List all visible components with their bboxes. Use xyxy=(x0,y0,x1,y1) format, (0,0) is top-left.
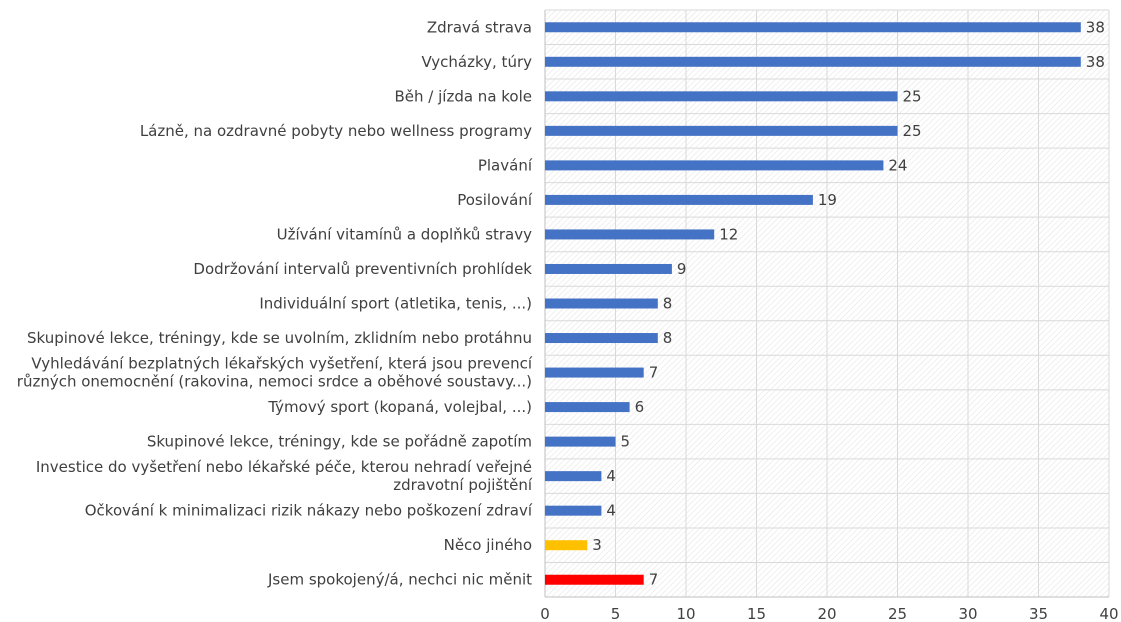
x-tick-label: 25 xyxy=(888,605,907,622)
category-label: Zdravá strava xyxy=(427,18,532,36)
bar xyxy=(545,402,630,413)
x-tick-label: 0 xyxy=(540,605,550,622)
bar xyxy=(545,298,658,309)
x-tick-label: 5 xyxy=(611,605,621,622)
data-label: 4 xyxy=(606,467,616,485)
bar xyxy=(545,436,616,447)
bar xyxy=(545,574,644,585)
data-label: 19 xyxy=(818,191,837,209)
category-label: Posilování xyxy=(457,191,533,209)
category-labels: Zdravá strava Vycházky, túry Běh / jízda n… xyxy=(17,18,533,588)
data-label: 8 xyxy=(663,329,673,347)
data-label: 6 xyxy=(635,398,645,416)
x-tick-label: 15 xyxy=(747,605,766,622)
category-label: Investice do vyšetření nebo lékařské péč… xyxy=(36,458,532,476)
data-label: 7 xyxy=(649,571,659,589)
x-tick-label: 30 xyxy=(958,605,977,622)
bar xyxy=(545,263,672,274)
bar xyxy=(545,160,884,171)
x-tick-label: 35 xyxy=(1029,605,1048,622)
data-label: 25 xyxy=(903,122,922,140)
category-label: Vycházky, túry xyxy=(421,53,532,71)
x-axis-ticks: 0 5 10 15 20 25 30 35 40 xyxy=(540,605,1118,622)
bar xyxy=(545,125,898,136)
data-label: 8 xyxy=(663,295,673,313)
category-label: Běh / jízda na kole xyxy=(395,87,533,105)
x-tick-label: 40 xyxy=(1099,605,1118,622)
bar xyxy=(545,194,813,205)
category-label: Vyhledávání bezplatných lékařských vyšet… xyxy=(31,355,532,373)
data-label: 3 xyxy=(592,536,602,554)
bar xyxy=(545,505,602,516)
bar xyxy=(545,91,898,102)
category-label: Dodržování intervalů preventivních prohl… xyxy=(193,260,532,278)
category-label: Plavání xyxy=(478,156,533,174)
category-label: Týmový sport (kopaná, volejbal, ...) xyxy=(267,398,532,416)
category-label: Jsem spokojený/á, nechci nic měnit xyxy=(267,571,532,589)
bar xyxy=(545,540,588,551)
category-label: zdravotní pojištění xyxy=(393,476,533,494)
category-label: Lázně, na ozdravné pobyty nebo wellness … xyxy=(140,122,532,140)
data-label: 7 xyxy=(649,364,659,382)
category-label: Očkování k minimalizaci rizik nákazy neb… xyxy=(85,502,533,520)
category-label: různých onemocnění (rakovina, nemoci srd… xyxy=(17,373,532,391)
bar xyxy=(545,471,602,482)
category-label: Individuální sport (atletika, tenis, ...… xyxy=(259,295,532,313)
bars xyxy=(545,22,1081,585)
category-label: Užívání vitamínů a doplňků stravy xyxy=(277,225,532,243)
bar xyxy=(545,22,1081,33)
gridlines xyxy=(544,9,1110,598)
data-label: 12 xyxy=(719,225,738,243)
bar xyxy=(545,333,658,344)
data-label: 38 xyxy=(1086,53,1105,71)
data-label: 4 xyxy=(606,502,616,520)
data-label: 24 xyxy=(888,156,907,174)
category-label: Skupinové lekce, tréningy, kde se uvolní… xyxy=(27,329,532,347)
data-label: 5 xyxy=(621,433,631,451)
bar xyxy=(545,56,1081,67)
bar xyxy=(545,367,644,378)
x-tick-label: 20 xyxy=(817,605,836,622)
data-label: 38 xyxy=(1086,18,1105,36)
data-label: 25 xyxy=(903,87,922,105)
category-label: Něco jiného xyxy=(444,536,532,554)
category-label: Skupinové lekce, tréningy, kde se pořádn… xyxy=(147,433,532,451)
data-label: 9 xyxy=(677,260,687,278)
bar xyxy=(545,229,715,240)
x-tick-label: 10 xyxy=(676,605,695,622)
